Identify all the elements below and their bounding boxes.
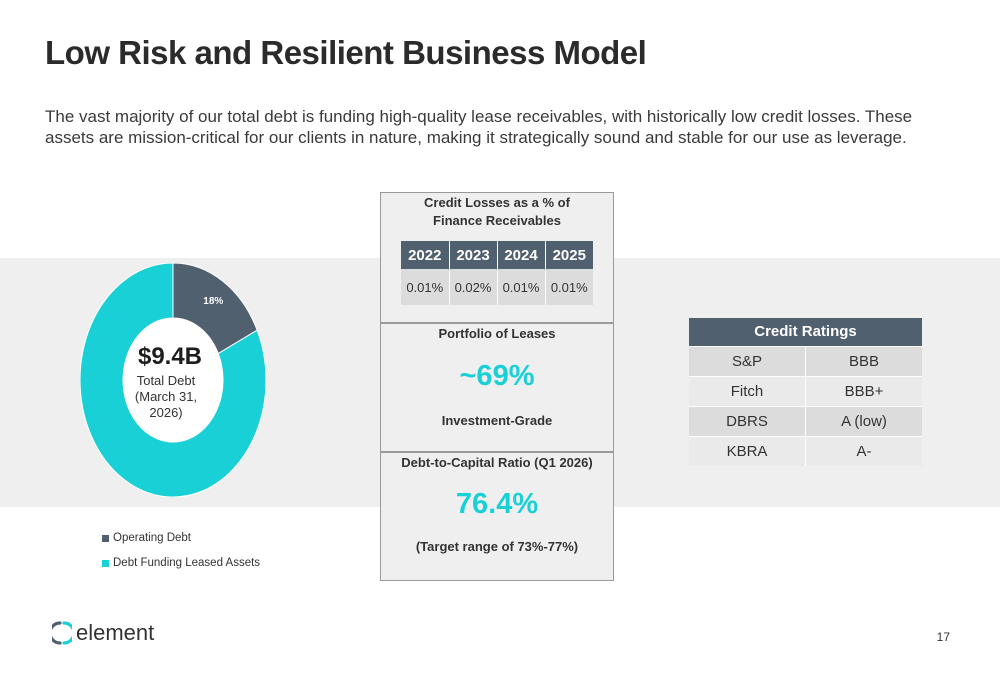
legend-swatch-operating-debt: [102, 534, 109, 542]
debt-ratio-value: 76.4%: [455, 488, 539, 520]
agency-rating: BBB+: [805, 375, 922, 406]
table-row: Fitch BBB+: [689, 375, 922, 406]
agency-name: Fitch: [689, 375, 806, 406]
credit-losses-panel: Credit Losses as a % of Finance Receivab…: [380, 192, 614, 323]
portfolio-panel: Portfolio of Leases ~69% Investment-Grad…: [380, 323, 614, 452]
debt-ratio-caption: (Target range of 73%-77%): [415, 539, 579, 554]
donut-hole: [123, 318, 223, 442]
agency-rating: A-: [805, 435, 922, 466]
table-row: KBRA A-: [689, 435, 922, 466]
page-title: Low Risk and Resilient Business Model: [45, 34, 647, 71]
legend-label: Operating Debt: [113, 532, 191, 544]
year-header-row: 2022 2023 2024 2025: [401, 241, 593, 269]
donut-svg: [80, 263, 267, 497]
legend-item-leased-assets: Debt Funding Leased Assets: [102, 557, 260, 569]
debt-ratio-title: Debt-to-Capital Ratio (Q1 2026): [401, 455, 593, 470]
slice-label-leased-assets: 82%: [112, 513, 133, 525]
loss-value-row: 0.01% 0.02% 0.01% 0.01%: [401, 269, 593, 305]
agency-rating: BBB: [805, 345, 922, 376]
element-logo: element: [52, 620, 154, 646]
credit-losses-title: Credit Losses as a % of Finance Receivab…: [424, 195, 570, 228]
page-number: 17: [936, 630, 950, 644]
chart-legend: Operating Debt Debt Funding Leased Asset…: [102, 532, 260, 582]
agency-name: KBRA: [689, 435, 806, 466]
legend-swatch-leased-assets: [102, 559, 109, 567]
agency-name: S&P: [689, 345, 806, 376]
legend-item-operating-debt: Operating Debt: [102, 532, 260, 544]
slice-label-operating-debt: 18%: [203, 296, 224, 308]
ratings-title: Credit Ratings: [689, 318, 922, 346]
page-subtitle: The vast majority of our total debt is f…: [45, 107, 913, 147]
loss-2023: 0.02%: [449, 269, 498, 305]
legend-label: Debt Funding Leased Assets: [113, 557, 261, 569]
year-2023: 2023: [449, 241, 498, 269]
logo-wordmark: element: [76, 620, 155, 645]
credit-losses-table: 2022 2023 2024 2025 0.01% 0.02% 0.01% 0.…: [401, 241, 593, 305]
element-logo-icon: [52, 621, 72, 645]
loss-2025: 0.01%: [545, 269, 593, 305]
ratings-header-row: Credit Ratings: [689, 318, 922, 346]
total-debt-label: Total Debt (March 31, 2026): [134, 373, 198, 420]
donut-center: $9.4B Total Debt (March 31, 2026): [80, 343, 268, 421]
agency-name: DBRS: [689, 405, 806, 436]
loss-2022: 0.01%: [401, 269, 450, 305]
table-row: S&P BBB: [689, 345, 922, 376]
credit-ratings-table: Credit Ratings S&P BBB Fitch BBB+ DBRS A…: [689, 318, 922, 466]
table-row: DBRS A (low): [689, 405, 922, 436]
loss-2024: 0.01%: [497, 269, 546, 305]
portfolio-title: Portfolio of Leases: [438, 326, 556, 341]
portfolio-caption: Investment-Grade: [441, 413, 553, 428]
debt-ratio-panel: Debt-to-Capital Ratio (Q1 2026) 76.4% (T…: [380, 452, 614, 581]
agency-rating: A (low): [805, 405, 922, 436]
total-debt-value: $9.4B: [137, 343, 203, 370]
total-debt-donut-chart: 18% 82% $9.4B Total Debt (March 31, 2026…: [80, 263, 268, 525]
year-2025: 2025: [545, 241, 593, 269]
year-2024: 2024: [497, 241, 546, 269]
portfolio-value: ~69%: [459, 360, 535, 392]
year-2022: 2022: [401, 241, 450, 269]
